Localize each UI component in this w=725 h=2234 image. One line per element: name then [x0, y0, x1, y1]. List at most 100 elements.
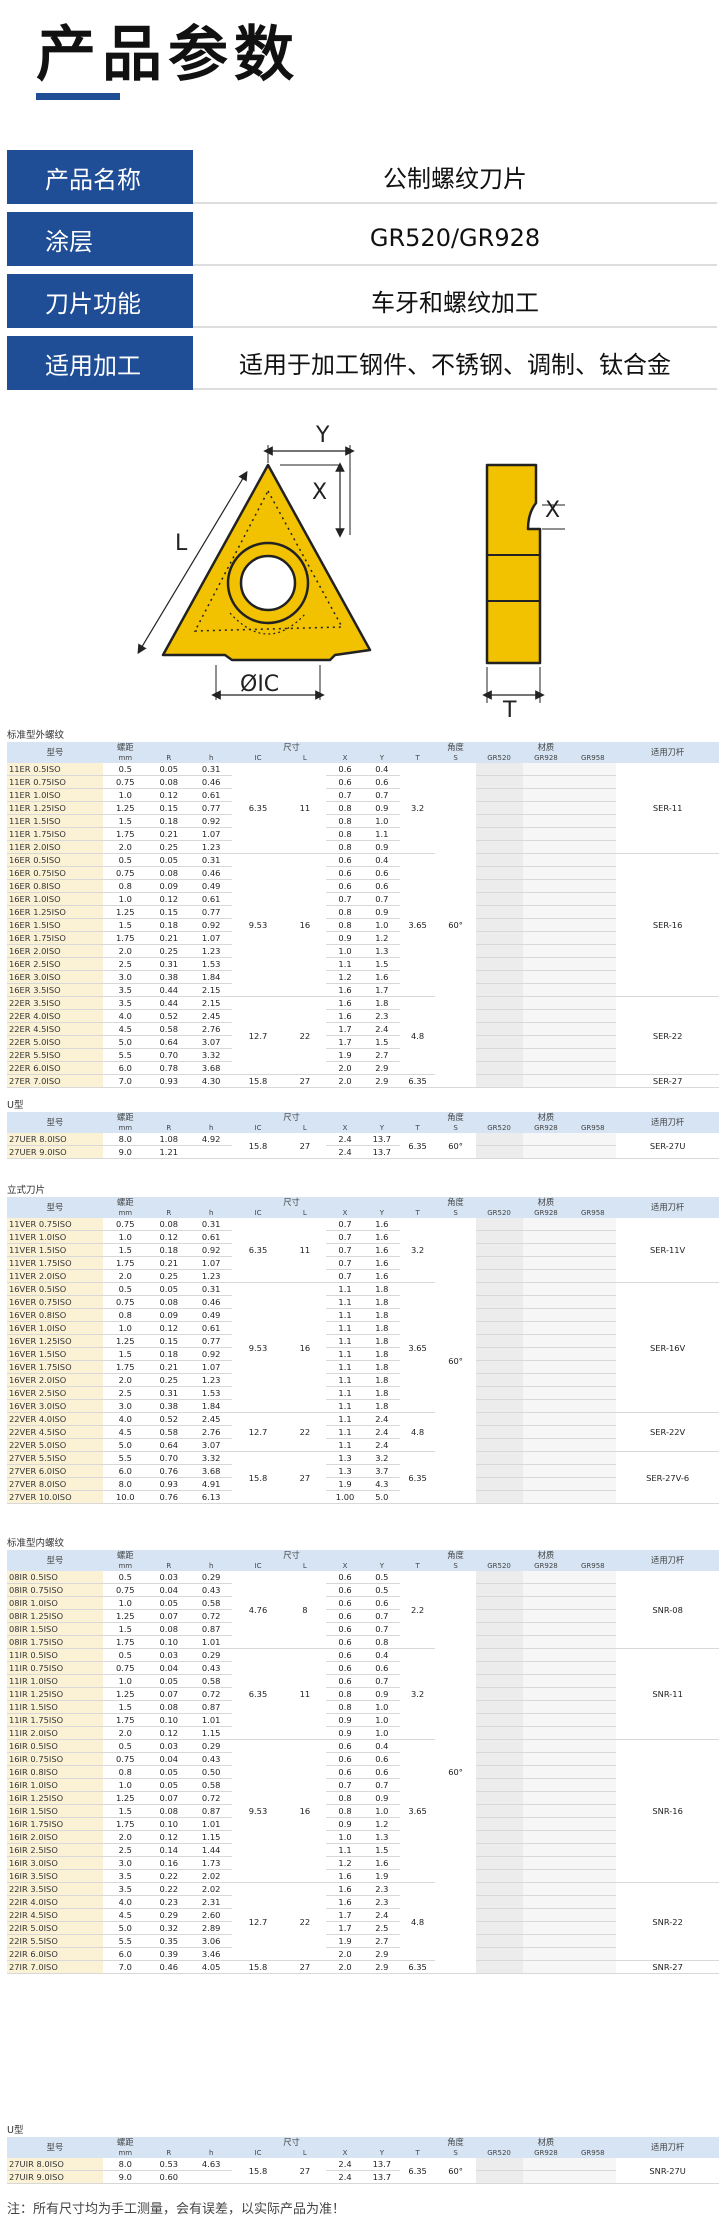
material-cell — [475, 1817, 523, 1831]
cell: 1.84 — [189, 1399, 233, 1413]
cell: 2.76 — [189, 1425, 233, 1439]
header-size: 尺寸 — [147, 1197, 436, 1208]
cell: 16VER 3.0ISO — [7, 1399, 103, 1413]
cell: 1.0 — [326, 944, 364, 958]
material-cell — [475, 1687, 523, 1701]
cell: 2.15 — [189, 983, 233, 997]
material-cell — [522, 1295, 570, 1309]
material-cell — [475, 788, 523, 802]
cell: 8.0 — [102, 2158, 148, 2171]
cell: 1.75 — [102, 931, 148, 945]
cell: 0.04 — [147, 1752, 190, 1766]
cell: 0.7 — [363, 1622, 400, 1636]
page-title: 产品参数 — [36, 20, 300, 90]
material-cell — [475, 1308, 523, 1322]
dimension-lines — [137, 445, 355, 700]
cell: 2.9 — [363, 1061, 400, 1075]
cell: 0.92 — [189, 1347, 233, 1361]
cell: 11IR 1.75ISO — [7, 1713, 103, 1727]
cell: 2.0 — [326, 1061, 364, 1075]
cell: 0.09 — [147, 1308, 190, 1322]
material-cell — [475, 763, 523, 776]
cell: 4.0 — [102, 1895, 148, 1909]
cell: 6.0 — [102, 1061, 148, 1075]
table-row: 16IR 1.5ISO 1.5 0.08 0.87 0.8 1.0 — [7, 1804, 719, 1818]
header-pitch_unit: mm — [102, 1561, 148, 1571]
material-cell — [569, 996, 617, 1010]
header-m1: GR520 — [475, 2148, 523, 2158]
cell: 2.4 — [326, 2158, 364, 2171]
cell: 0.7 — [326, 1778, 364, 1792]
material-cell — [475, 853, 523, 867]
cell: 27VER 10.0ISO — [7, 1490, 103, 1504]
material-cell — [522, 1713, 570, 1727]
cell: 27UER 9.0ISO — [7, 1145, 103, 1159]
cell: 0.22 — [147, 1882, 190, 1896]
cell: 2.0 — [326, 1074, 364, 1088]
cell: 2.4 — [326, 1145, 364, 1159]
material-cell — [569, 1334, 617, 1348]
cell: 16ER 2.5ISO — [7, 957, 103, 971]
cell-merged: 3.65 — [399, 853, 436, 997]
cell: 3.5 — [102, 983, 148, 997]
cell-merged: 9.53 — [232, 853, 284, 997]
material-cell — [522, 1869, 570, 1883]
header-h: h — [189, 2148, 233, 2158]
header-material: 材质 — [475, 1550, 617, 1561]
table-row: 22ER 4.0ISO 4.0 0.52 2.45 1.6 2.3 — [7, 1009, 719, 1023]
header-IC: IC — [232, 2148, 284, 2158]
header-T: T — [399, 1561, 436, 1571]
cell: 0.75 — [102, 775, 148, 789]
header-model: 型号 — [7, 742, 103, 763]
cell: 16VER 0.75ISO — [7, 1295, 103, 1309]
cell: 1.9 — [326, 1934, 364, 1948]
cell: 16ER 0.5ISO — [7, 853, 103, 867]
material-cell — [569, 1061, 617, 1075]
cell: 5.0 — [363, 1490, 400, 1504]
cell: 22VER 5.0ISO — [7, 1438, 103, 1452]
material-cell — [522, 1791, 570, 1805]
insert-side-view — [482, 463, 565, 703]
material-cell — [522, 1477, 570, 1491]
cell: 1.8 — [363, 1334, 400, 1348]
material-cell — [475, 1921, 523, 1935]
cell — [189, 2170, 233, 2184]
cell: 1.6 — [363, 1856, 400, 1870]
header-X: X — [326, 2148, 364, 2158]
table-row: 22IR 5.0ISO 5.0 0.32 2.89 1.7 2.5 — [7, 1921, 719, 1935]
cell: 0.43 — [189, 1752, 233, 1766]
cell: 1.6 — [363, 1230, 400, 1244]
header-S: S — [435, 753, 476, 763]
header-R: R — [147, 2148, 190, 2158]
cell: 1.5 — [363, 1035, 400, 1049]
cell: 1.8 — [363, 1399, 400, 1413]
cell: 6.0 — [102, 1464, 148, 1478]
cell-merged: 6.35 — [399, 1074, 436, 1088]
material-cell — [569, 918, 617, 932]
cell: 1.73 — [189, 1856, 233, 1870]
cell: 1.75 — [102, 1256, 148, 1270]
cell: 0.6 — [326, 1648, 364, 1662]
material-cell — [522, 2170, 570, 2184]
header-L: L — [283, 1123, 327, 1133]
cell: 0.77 — [189, 801, 233, 815]
header-R: R — [147, 1561, 190, 1571]
header-m2: GR928 — [522, 1208, 570, 1218]
header-holder: 适用刀杆 — [616, 1112, 719, 1133]
table-row: 11ER 1.75ISO 1.75 0.21 1.07 0.8 1.1 — [7, 827, 719, 841]
cell: 0.08 — [147, 1700, 190, 1714]
cell: 2.7 — [363, 1048, 400, 1062]
cell: 0.25 — [147, 944, 190, 958]
material-cell — [475, 1218, 523, 1231]
section-title: U型 — [7, 1100, 24, 1111]
material-cell — [522, 1571, 570, 1584]
header-T: T — [399, 2148, 436, 2158]
cell: 08IR 0.5ISO — [7, 1571, 103, 1584]
header-Y: Y — [363, 1123, 400, 1133]
material-cell — [522, 1145, 570, 1159]
table-row: 16ER 1.5ISO 1.5 0.18 0.92 0.8 1.0 — [7, 918, 719, 932]
material-cell — [475, 1386, 523, 1400]
table-row: 27IR 7.0ISO 7.0 0.46 4.05 15.8 27 2.0 2.9 6.35 SN… — [7, 1960, 719, 1974]
